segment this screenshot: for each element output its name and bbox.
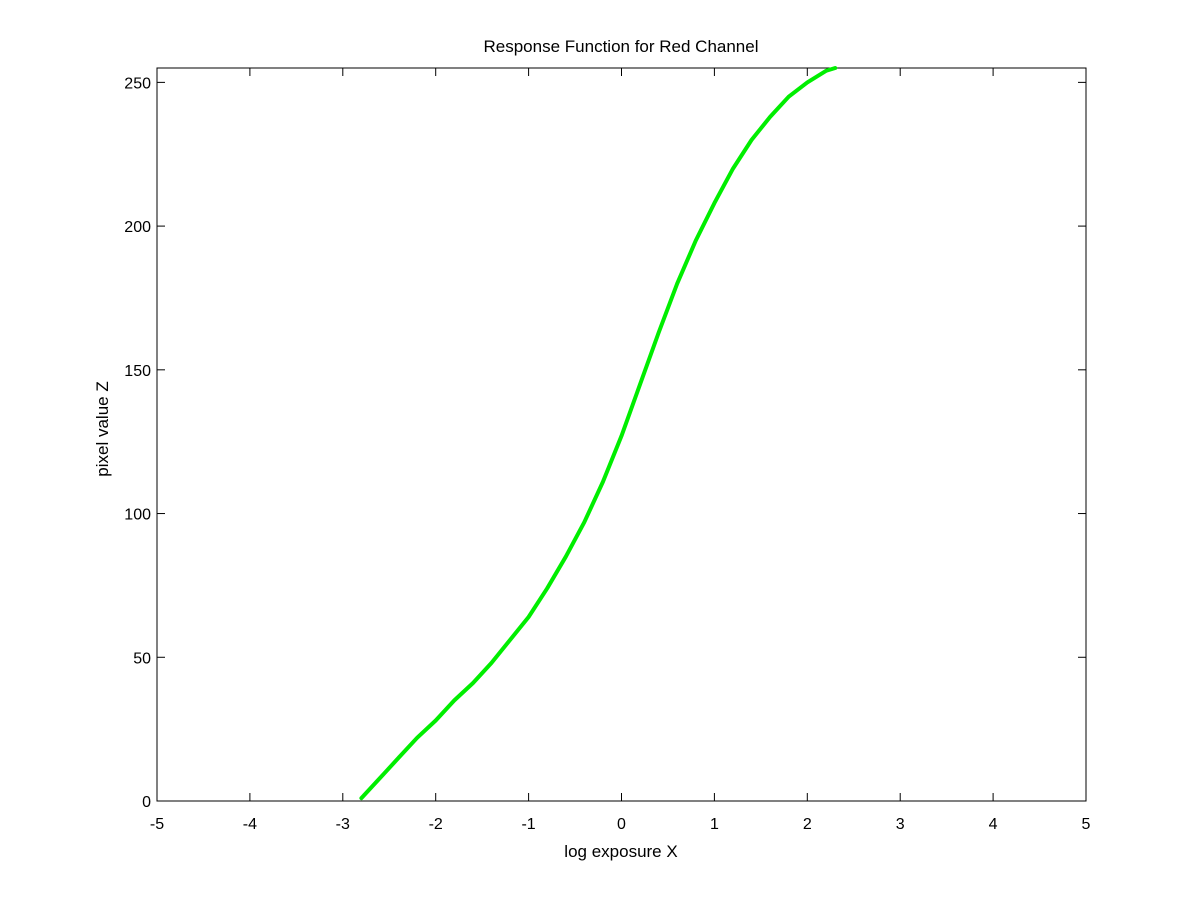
y-tick-label: 250: [124, 75, 151, 92]
x-tick-label: 3: [896, 816, 905, 833]
series: [359, 66, 838, 801]
y-tick-label: 150: [124, 363, 151, 380]
x-tick-label: 0: [617, 816, 626, 833]
x-tick-label: 1: [710, 816, 719, 833]
x-tick-label: 2: [803, 816, 812, 833]
x-tick-label: -4: [243, 816, 257, 833]
y-axis-title: pixel value Z: [93, 381, 112, 476]
x-tick-label: -3: [336, 816, 350, 833]
response-curve-line: [359, 66, 838, 801]
y-tick-label: 100: [124, 507, 151, 524]
x-tick-label: -1: [521, 816, 535, 833]
x-tick-label: 4: [989, 816, 998, 833]
x-tick-label: -5: [150, 816, 164, 833]
chart-title: Response Function for Red Channel: [484, 37, 759, 56]
y-tick-label: 50: [133, 650, 151, 667]
y-tick-label: 0: [142, 794, 151, 811]
ticks: [156, 68, 1087, 802]
y-tick-label: 200: [124, 219, 151, 236]
x-tick-label: 5: [1082, 816, 1091, 833]
x-axis-title: log exposure X: [564, 842, 677, 861]
x-tick-label: -2: [429, 816, 443, 833]
